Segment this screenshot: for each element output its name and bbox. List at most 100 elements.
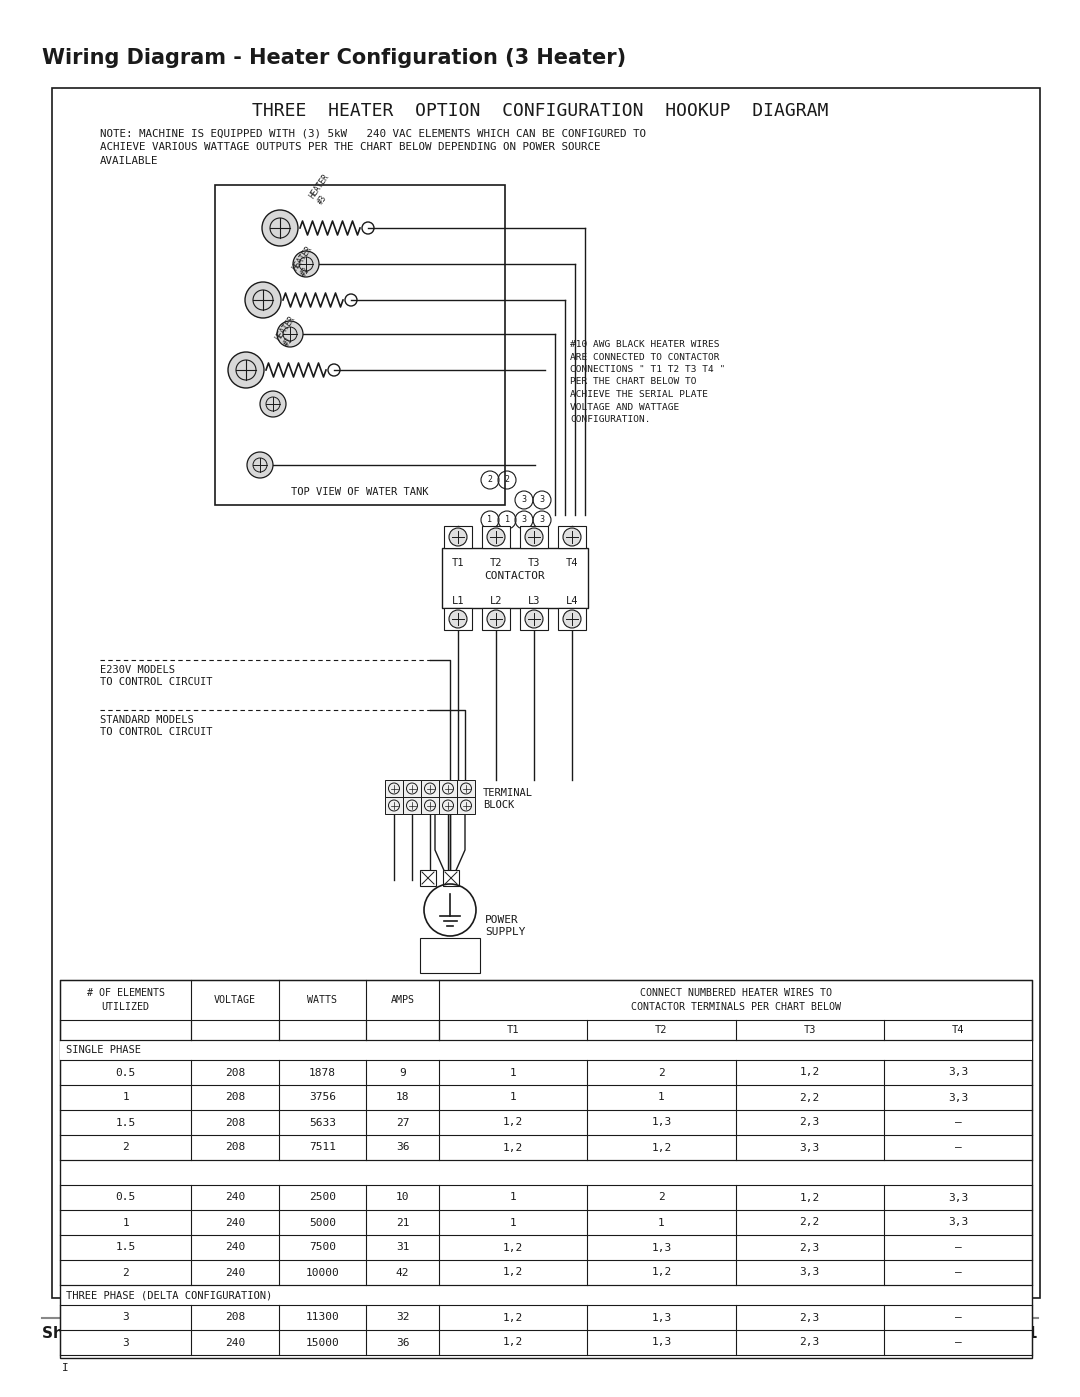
Text: 3: 3 [122,1337,129,1348]
Bar [384,798,403,814]
Bar [444,527,472,548]
Text: 1,3: 1,3 [651,1242,672,1253]
Text: 3: 3 [540,515,544,524]
Circle shape [276,321,303,346]
Text: –: – [955,1118,961,1127]
Bar [438,798,457,814]
Text: L1: L1 [451,597,464,606]
Text: 1: 1 [510,1193,516,1203]
Bar [482,527,510,548]
Text: 1,2: 1,2 [503,1267,524,1277]
Text: 2: 2 [487,475,492,485]
Text: L2: L2 [489,597,502,606]
Text: T3: T3 [804,1025,815,1035]
Text: L3: L3 [528,597,540,606]
Text: 208: 208 [225,1143,245,1153]
Text: #10 AWG BLACK HEATER WIRES
ARE CONNECTED TO CONTACTOR
CONNECTIONS " T1 T2 T3 T4 : #10 AWG BLACK HEATER WIRES ARE CONNECTED… [570,339,726,425]
Bar [52,88,1040,1298]
Text: HEATER
#1: HEATER #1 [274,314,306,348]
Text: E230V MODELS
TO CONTROL CIRCUIT: E230V MODELS TO CONTROL CIRCUIT [100,665,213,686]
Bar [420,937,480,972]
Text: 1: 1 [122,1092,129,1102]
Text: 21: 21 [396,1218,409,1228]
Text: 0.5: 0.5 [116,1193,136,1203]
Circle shape [487,528,505,546]
Text: 2: 2 [658,1067,665,1077]
Text: L4: L4 [566,597,578,606]
Text: 2: 2 [122,1143,129,1153]
Text: THREE  HEATER  OPTION  CONFIGURATION  HOOKUP  DIAGRAM: THREE HEATER OPTION CONFIGURATION HOOKUP… [252,102,828,120]
Text: 7511: 7511 [309,1143,336,1153]
Text: 11300: 11300 [306,1313,339,1323]
Text: –: – [955,1242,961,1253]
Text: 0.5: 0.5 [116,1067,136,1077]
Text: –: – [955,1267,961,1277]
Text: 9: 9 [400,1067,406,1077]
Text: –: – [955,1143,961,1153]
Text: 1: 1 [658,1218,665,1228]
Text: CONNECT NUMBERED HEATER WIRES TO
CONTACTOR TERMINALS PER CHART BELOW: CONNECT NUMBERED HEATER WIRES TO CONTACT… [631,989,840,1011]
Text: TOP VIEW OF WATER TANK: TOP VIEW OF WATER TANK [292,488,429,497]
Circle shape [293,251,319,277]
Text: 1,3: 1,3 [651,1337,672,1348]
Text: 10000: 10000 [306,1267,339,1277]
Bar [558,608,586,630]
Text: 3,3: 3,3 [948,1218,968,1228]
Text: 2,2: 2,2 [799,1218,820,1228]
Circle shape [245,282,281,319]
Text: 1: 1 [510,1092,516,1102]
Text: –: – [955,1313,961,1323]
Text: 3: 3 [540,496,544,504]
Text: HEATER
#3: HEATER #3 [308,172,340,205]
Text: 7500: 7500 [309,1242,336,1253]
Bar [457,780,475,798]
Text: CONTACTOR: CONTACTOR [485,571,545,581]
Text: 3: 3 [522,496,527,504]
Text: 2,3: 2,3 [799,1242,820,1253]
Text: 240: 240 [225,1218,245,1228]
Bar [443,870,459,886]
Bar [60,1039,1032,1060]
Text: 3: 3 [122,1313,129,1323]
Text: 3,3: 3,3 [799,1267,820,1277]
Text: 31: 31 [396,1242,409,1253]
Text: 10: 10 [396,1193,409,1203]
Text: 2,3: 2,3 [799,1337,820,1348]
Text: 3756: 3756 [309,1092,336,1102]
Text: 15000: 15000 [306,1337,339,1348]
Bar [482,608,510,630]
Text: 2,2: 2,2 [799,1092,820,1102]
Text: 1: 1 [122,1218,129,1228]
Text: 1,2: 1,2 [503,1313,524,1323]
Text: T4: T4 [566,557,578,569]
Text: 3,3: 3,3 [799,1143,820,1153]
Bar [421,798,438,814]
Text: 1: 1 [487,515,492,524]
Bar [420,870,436,886]
Text: 1,2: 1,2 [503,1118,524,1127]
Text: 208: 208 [225,1067,245,1077]
Circle shape [449,528,467,546]
Text: –: – [955,1337,961,1348]
Text: Wiring Diagram - Heater Configuration (3 Heater): Wiring Diagram - Heater Configuration (3… [42,47,626,68]
Text: 1.5: 1.5 [116,1242,136,1253]
Circle shape [525,528,543,546]
Text: 27: 27 [396,1118,409,1127]
Text: POWER
SUPPLY: POWER SUPPLY [485,915,526,936]
Bar [403,798,421,814]
Text: Page 41: Page 41 [970,1326,1038,1341]
Text: 1.5: 1.5 [116,1118,136,1127]
Text: 1,2: 1,2 [651,1267,672,1277]
Circle shape [563,610,581,629]
Text: 240: 240 [225,1242,245,1253]
Text: AMPS: AMPS [391,995,415,1004]
Text: 2,3: 2,3 [799,1118,820,1127]
Text: 1: 1 [658,1092,665,1102]
Text: 1,2: 1,2 [799,1193,820,1203]
Text: 240: 240 [225,1193,245,1203]
Text: T2: T2 [656,1025,667,1035]
Text: 1: 1 [510,1067,516,1077]
Bar [403,780,421,798]
Text: 36: 36 [396,1337,409,1348]
Text: 2500: 2500 [309,1193,336,1203]
